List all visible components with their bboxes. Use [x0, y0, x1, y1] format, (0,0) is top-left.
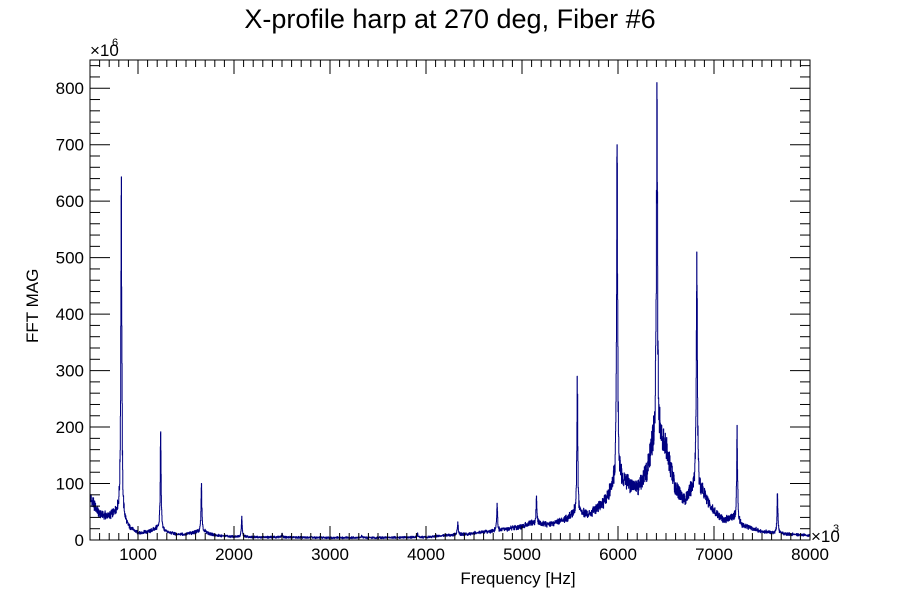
x-axis-ticks: 1000 2000 3000 4000 5000 6000 7000 8000	[89, 60, 829, 564]
y-tick-label: 200	[56, 418, 84, 437]
plot-frame	[89, 59, 811, 541]
y-tick-label: 800	[56, 79, 84, 98]
y-tick-label: 100	[56, 475, 84, 494]
chart-title: X-profile harp at 270 deg, Fiber #6	[244, 4, 655, 34]
svg-text:×10: ×10	[90, 41, 119, 60]
x-tick-label: 1000	[119, 545, 157, 564]
y-axis-label: FFT MAG	[23, 269, 42, 343]
x-tick-label: 5000	[503, 545, 541, 564]
x-tick-label: 8000	[791, 545, 829, 564]
y-tick-label: 700	[56, 136, 84, 155]
y-tick-label: 300	[56, 362, 84, 381]
y-tick-label: 600	[56, 192, 84, 211]
y-axis-exponent: ×10 6	[90, 37, 119, 60]
x-tick-label: 4000	[407, 545, 445, 564]
y-tick-label: 400	[56, 305, 84, 324]
x-tick-label: 6000	[599, 545, 637, 564]
y-tick-label: 0	[75, 531, 84, 550]
x-axis-exponent: ×10 3	[811, 523, 840, 546]
x-axis-label: Frequency [Hz]	[460, 569, 575, 588]
y-axis-ticks: 0 100 200 300 400 500 600 700 800	[56, 65, 810, 550]
svg-text:3: 3	[833, 523, 839, 535]
series-line-fft-mag	[89, 82, 811, 540]
x-tick-label: 2000	[215, 545, 253, 564]
plot-area	[89, 59, 811, 541]
x-tick-label: 7000	[695, 545, 733, 564]
svg-text:×10: ×10	[811, 527, 840, 546]
svg-text:6: 6	[112, 37, 118, 49]
x-tick-label: 3000	[311, 545, 349, 564]
y-tick-label: 500	[56, 249, 84, 268]
